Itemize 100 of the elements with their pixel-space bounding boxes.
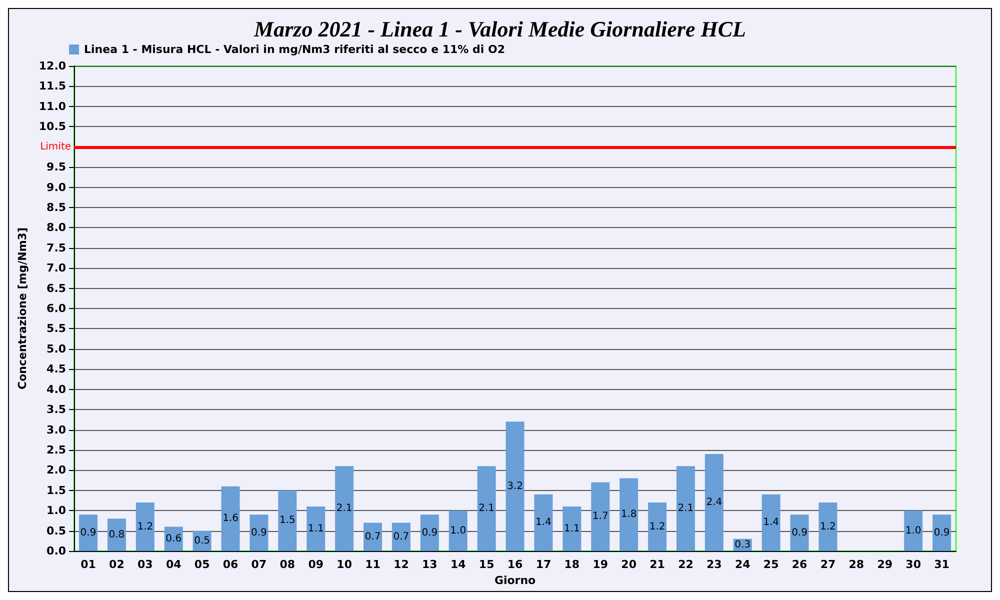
x-tick-label: 05 (194, 558, 210, 571)
x-tick-label: 24 (734, 558, 751, 571)
x-tick-label: 20 (621, 558, 637, 571)
y-tick-label: 3.0 (46, 423, 66, 436)
data-label: 0.8 (108, 529, 125, 540)
x-tick-label: 07 (251, 558, 267, 571)
bar (335, 466, 354, 551)
y-tick-label: 5.0 (46, 342, 66, 356)
bar (818, 502, 838, 551)
data-label: 2.1 (478, 503, 495, 514)
bar (107, 518, 126, 551)
x-tick-label: 01 (80, 558, 96, 571)
data-label: 1.6 (222, 513, 238, 524)
y-tick-label: 0.0 (46, 544, 66, 558)
bar (534, 494, 553, 551)
x-tick-label: 19 (592, 558, 608, 571)
y-axis-title: Concentrazione [mg/Nm3] (16, 228, 29, 390)
data-label: 0.3 (734, 539, 751, 550)
y-tick-label: 3.5 (46, 403, 66, 416)
bar (562, 506, 582, 551)
bar (364, 522, 382, 551)
y-tick-label: 10.5 (38, 120, 66, 134)
bar (591, 482, 610, 551)
data-label: 0.9 (422, 527, 438, 538)
x-tick-label: 30 (906, 558, 922, 571)
chart-title: Marzo 2021 - Linea 1 - Valori Medie Giornaliere HCL (253, 16, 746, 42)
y-tick-label: 1.5 (46, 484, 66, 497)
data-label: 1.1 (308, 523, 324, 534)
y-tick-label: 2.5 (46, 443, 66, 456)
data-label: 0.6 (166, 533, 182, 544)
bar (221, 486, 240, 551)
data-label: 0.7 (364, 531, 381, 542)
x-tick-label: 17 (536, 558, 552, 571)
x-tick-label: 21 (650, 558, 665, 571)
x-tick-label: 08 (280, 558, 296, 571)
data-label: 2.4 (706, 497, 722, 508)
bar (136, 502, 154, 551)
data-label: 1.4 (536, 517, 552, 528)
data-label: 2.1 (336, 503, 352, 514)
y-tick-label: 4.5 (46, 362, 66, 376)
x-tick-label: 31 (934, 558, 950, 571)
x-axis-title: Giorno (494, 574, 536, 587)
bar (762, 494, 780, 551)
x-tick-label: 09 (308, 558, 324, 571)
bar (79, 514, 98, 551)
data-label: 1.5 (279, 515, 296, 526)
ref-line-label: Limite (40, 141, 72, 152)
data-label: 2.1 (678, 503, 694, 514)
data-label: 0.5 (194, 535, 210, 546)
bar (506, 422, 524, 551)
data-label: 0.9 (80, 527, 96, 538)
x-tick-label: 18 (564, 558, 580, 571)
data-label: 1.7 (592, 511, 608, 522)
bar (648, 502, 667, 551)
bar (278, 490, 297, 551)
bar (392, 522, 410, 551)
bar (250, 514, 268, 551)
x-tick-label: 14 (450, 558, 466, 571)
bar (932, 514, 952, 551)
x-tick-label: 26 (792, 558, 808, 571)
data-label: 1.2 (820, 521, 836, 532)
bar (704, 454, 724, 551)
y-tick-label: 8.0 (46, 221, 66, 234)
data-label: 1.1 (564, 523, 580, 534)
x-tick-label: 11 (365, 558, 380, 571)
legend-label: Linea 1 - Misura HCL - Valori in mg/Nm3 riferiti al secco e 11% di O2 (84, 43, 505, 56)
x-tick-label: 12 (394, 558, 409, 571)
y-tick-label: 0.5 (46, 524, 66, 538)
x-tick-label: 02 (109, 558, 124, 571)
bar (420, 514, 439, 551)
data-label: 0.9 (934, 527, 950, 538)
y-tick-label: 2.0 (46, 464, 66, 477)
x-tick-label: 28 (848, 558, 864, 571)
data-label: 1.0 (905, 525, 922, 536)
x-tick-label: 27 (820, 558, 836, 571)
x-tick-label: 15 (478, 558, 494, 571)
y-tick-label: 7.5 (46, 241, 66, 254)
y-tick-label: 9.5 (46, 160, 66, 174)
bar (620, 478, 638, 551)
data-label: 0.9 (792, 527, 808, 538)
x-tick-label: 03 (138, 558, 153, 571)
data-label: 1.8 (620, 509, 637, 520)
y-tick-label: 9.0 (46, 180, 66, 194)
y-tick-label: 11.0 (38, 100, 66, 113)
x-tick-label: 29 (877, 558, 893, 571)
data-label: 1.4 (763, 517, 780, 528)
data-label: 1.2 (649, 521, 666, 532)
y-tick-label: 8.5 (46, 200, 66, 214)
data-label: 1.2 (137, 521, 154, 532)
y-tick-label: 4.0 (46, 382, 66, 396)
bar (676, 466, 695, 551)
bar (448, 510, 468, 551)
x-tick-label: 13 (422, 558, 438, 571)
x-tick-label: 25 (763, 558, 779, 571)
x-tick-label: 04 (166, 558, 182, 571)
y-tick-label: 7.0 (46, 262, 66, 275)
y-tick-label: 11.5 (38, 80, 66, 93)
y-tick-label: 5.5 (46, 322, 66, 336)
x-tick-label: 23 (706, 558, 722, 571)
bar (477, 466, 496, 551)
